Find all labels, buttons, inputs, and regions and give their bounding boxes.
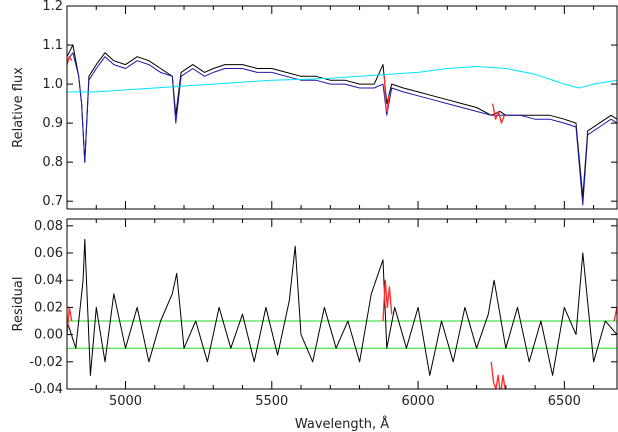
flux-y-tick-label: 0.8 — [42, 155, 63, 170]
residual-y-tick-label: 0.08 — [34, 219, 63, 234]
flux-y-axis-label: Relative flux — [11, 67, 26, 148]
residual-y-tick-label: 0.04 — [34, 273, 63, 288]
residual-x-tick-label: 6500 — [548, 394, 581, 409]
residual-y-tick-label: -0.02 — [29, 355, 63, 370]
residual-y-ticks: -0.04 -0.02 0.00 0.02 0.04 0.06 0.08 — [29, 219, 617, 397]
flux-series-continuum-2 — [67, 66, 617, 93]
residual-panel: -0.04 -0.02 0.00 0.02 0.04 0.06 0.08 5000 5500 6… — [11, 218, 618, 432]
residual-x-tick-label: 5000 — [109, 394, 142, 409]
residual-plot-area — [67, 238, 617, 389]
residual-y-tick-label: 0.00 — [34, 328, 63, 343]
flux-plot-area — [67, 44, 617, 206]
residual-x-tick-label: 6000 — [402, 394, 435, 409]
flux-frame — [66, 5, 618, 210]
residual-series-residual-0 — [67, 238, 617, 376]
flux-panel: 0.7 0.8 0.9 1.0 1.1 1.2 Relative flux — [11, 0, 618, 210]
residual-x-ticks: 5000 5500 6000 6500 — [66, 219, 595, 409]
flux-series-masked-region-3 — [67, 56, 73, 65]
flux-series-observed-spectrum-0 — [67, 44, 617, 198]
flux-y-tick-label: 1.0 — [42, 77, 63, 92]
residual-y-axis-label: Residual — [11, 277, 26, 332]
residual-frame — [66, 218, 618, 390]
flux-y-tick-label: 1.1 — [42, 38, 63, 53]
residual-y-tick-label: -0.04 — [29, 382, 63, 397]
flux-x-ticks — [66, 6, 595, 209]
flux-y-tick-label: 0.7 — [42, 194, 63, 209]
residual-x-axis-label: Wavelength, Å — [295, 416, 389, 432]
residual-x-tick-label: 5500 — [255, 394, 288, 409]
residual-series-masked-region-2 — [382, 279, 393, 322]
flux-y-ticks: 0.7 0.8 0.9 1.0 1.1 1.2 — [42, 0, 617, 209]
flux-y-tick-label: 1.2 — [42, 0, 63, 14]
flux-series-masked-region-4 — [383, 76, 390, 113]
residual-y-tick-label: 0.02 — [34, 300, 63, 315]
residual-y-tick-label: 0.06 — [34, 246, 63, 261]
flux-series-masked-region-5 — [492, 103, 506, 124]
residual-series-masked-region-3 — [490, 361, 506, 389]
flux-y-tick-label: 0.9 — [42, 116, 63, 131]
flux-series-model-fit-1 — [67, 52, 617, 206]
